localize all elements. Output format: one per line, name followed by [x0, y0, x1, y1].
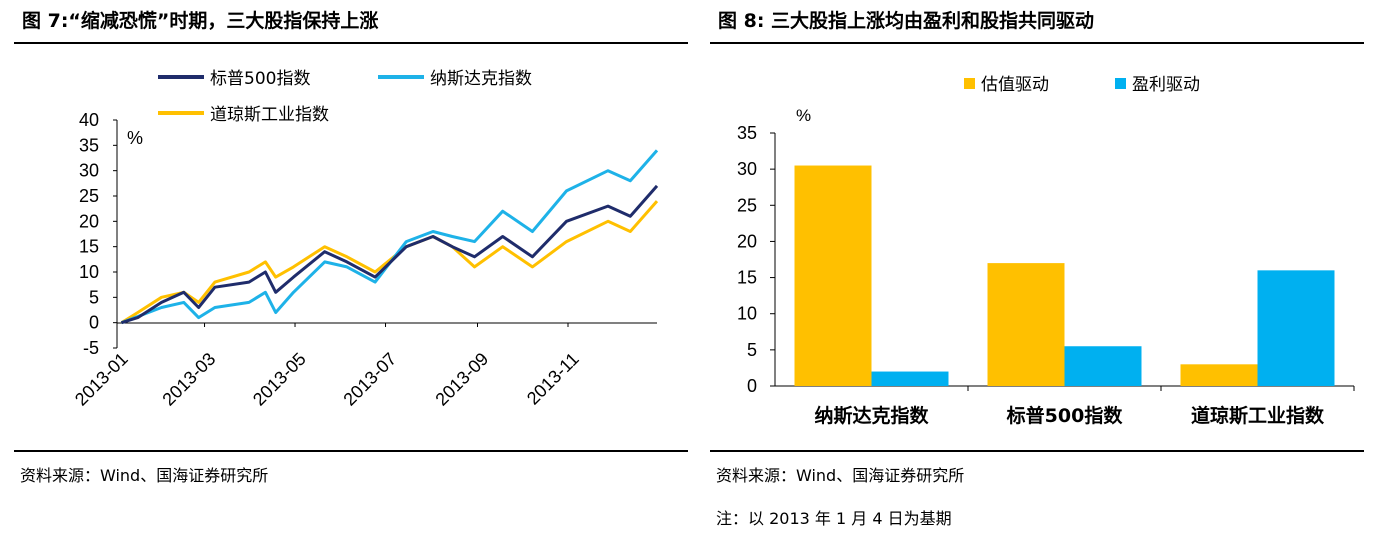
- bar-chart-y-tick-label: 5: [747, 340, 757, 360]
- line-chart-y-tick-label: 30: [79, 161, 99, 181]
- right-top-divider: [710, 42, 1364, 44]
- legend-label-2: 道琼斯工业指数: [210, 105, 329, 125]
- bar-chart-y-tick-label: 20: [737, 231, 757, 251]
- bar-category-label: 道琼斯工业指数: [1191, 404, 1325, 427]
- bar-1-1: [1064, 346, 1142, 386]
- line-chart-y-tick-label: 25: [79, 186, 99, 206]
- bar-legend-label-0: 估值驱动: [981, 75, 1049, 95]
- bar-chart-legend: 估值驱动 盈利驱动: [964, 75, 1200, 95]
- bar-0-0: [794, 165, 872, 386]
- right-base-date-note: 注：以 2013 年 1 月 4 日为基期: [716, 509, 952, 528]
- bar-chart-bars: [794, 165, 1335, 386]
- bar-chart-unit-label: %: [796, 106, 811, 125]
- bar-0-1: [987, 263, 1065, 386]
- bar-chart-y-tick-label: 30: [737, 159, 757, 179]
- bar-chart-y-ticks: 35 30 25 20 15 10 5 0: [737, 123, 775, 396]
- line-chart-series: [120, 149, 659, 325]
- line-chart-y-tick-label: -5: [83, 338, 99, 358]
- left-top-divider: [14, 42, 688, 44]
- bar-chart-y-tick-label: 15: [737, 268, 757, 288]
- line-chart-y-tick-label: 15: [79, 237, 99, 257]
- bar-legend-swatch-0: [964, 78, 975, 89]
- line-chart-y-tick-label: 0: [89, 313, 99, 333]
- bar-1-0: [871, 371, 949, 386]
- bar-1-2: [1257, 270, 1335, 386]
- line-series-1: [120, 149, 659, 325]
- right-figure-title: 图 8: 三大股指上涨均由盈利和股指共同驱动: [718, 10, 1095, 32]
- bar-legend-swatch-1: [1115, 78, 1126, 89]
- legend-label-0: 标普500指数: [210, 69, 310, 89]
- line-chart-y-tick-label: 10: [79, 262, 99, 282]
- line-chart-y-tick-label: 20: [79, 211, 99, 231]
- bar-chart-y-tick-label: 10: [737, 304, 757, 324]
- line-series-0: [121, 184, 659, 325]
- left-bottom-divider: [14, 450, 688, 452]
- line-chart-y-tick-label: 35: [79, 135, 99, 155]
- left-figure-title: 图 7:“缩减恐慌”时期，三大股指保持上涨: [22, 10, 379, 32]
- line-series-2: [120, 200, 659, 324]
- bar-category-label: 纳斯达克指数: [814, 404, 929, 427]
- legend-label-1: 纳斯达克指数: [430, 69, 532, 89]
- bar-chart-y-tick-label: 0: [747, 376, 757, 396]
- line-chart-y-tick-label: 5: [89, 287, 99, 307]
- bar-category-label: 标普500指数: [1007, 404, 1124, 427]
- bar-chart-category-labels: 纳斯达克指数 标普500指数 道琼斯工业指数: [814, 386, 1355, 427]
- bar-0-2: [1180, 364, 1258, 386]
- right-bottom-divider: [710, 450, 1364, 452]
- bar-chart-y-tick-label: 25: [737, 195, 757, 215]
- left-source-note: 资料来源：Wind、国海证券研究所: [20, 466, 269, 485]
- line-chart-unit-label: %: [127, 128, 143, 148]
- right-source-note: 资料来源：Wind、国海证券研究所: [716, 466, 965, 485]
- bar-chart-y-tick-label: 35: [737, 123, 757, 143]
- line-chart-y-tick-label: 40: [79, 110, 99, 130]
- bar-legend-label-1: 盈利驱动: [1132, 75, 1200, 95]
- line-chart-y-ticks: 40 35 30 25 20 15 10 5 0 -5: [79, 110, 117, 358]
